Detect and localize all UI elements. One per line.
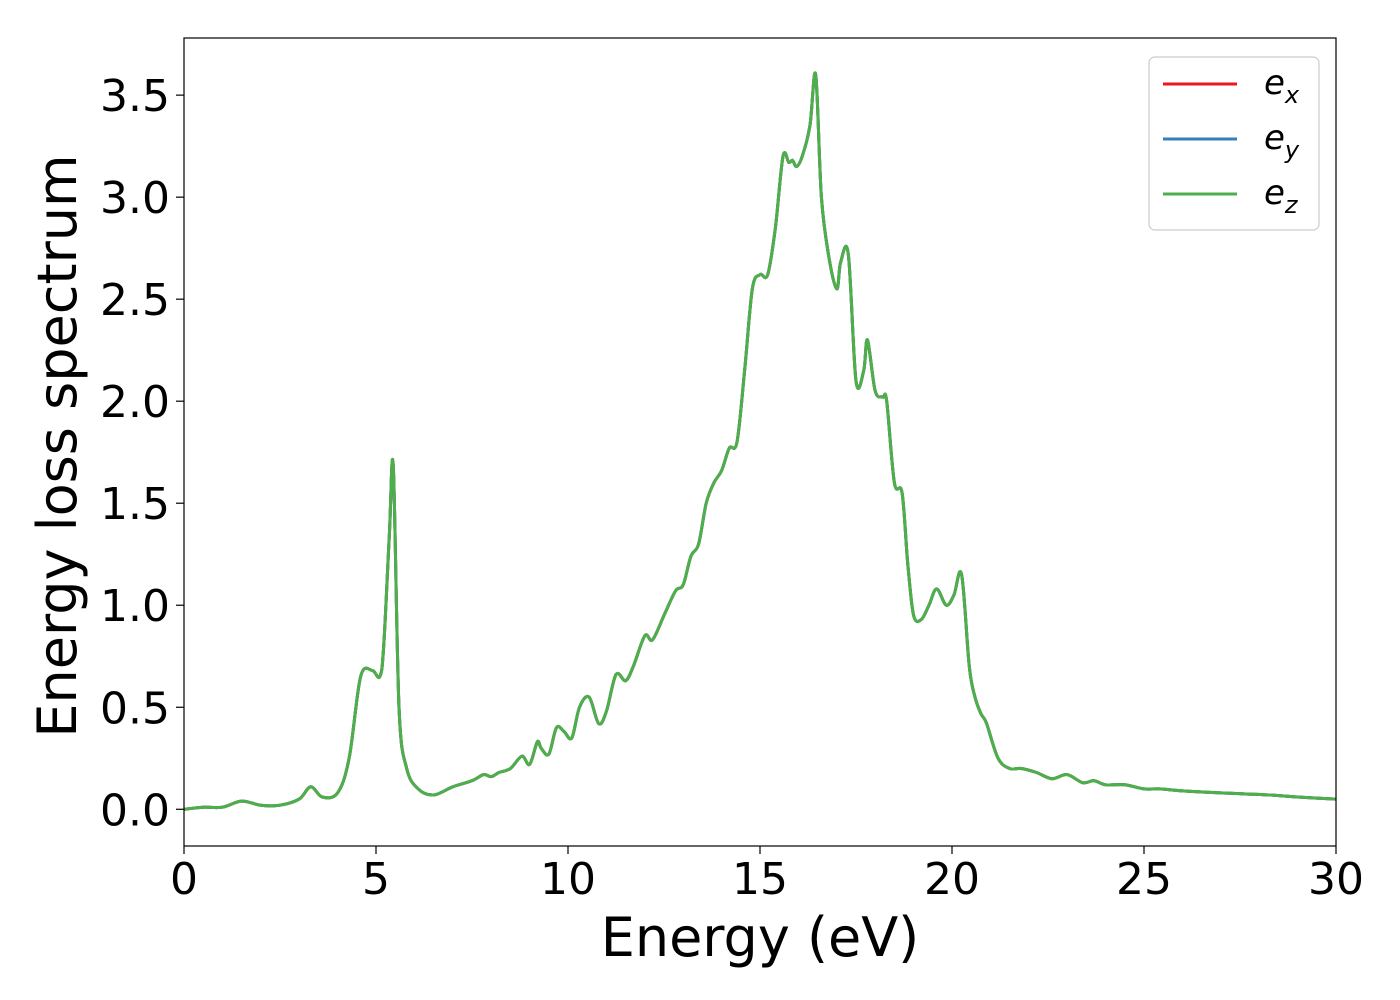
y-tick-label: 0.5	[100, 683, 170, 734]
y-tick-label: 2.5	[100, 275, 170, 326]
x-axis-ticks: 0 5 10 15 20 25 30	[170, 846, 1364, 905]
legend-label-base: e	[1264, 63, 1285, 103]
y-tick-label: 1.5	[100, 479, 170, 530]
x-tick-label: 15	[732, 854, 788, 905]
y-tick-label: 1.0	[100, 581, 170, 632]
x-axis-label: Energy (eV)	[601, 906, 920, 969]
legend-label: ez	[1264, 173, 1299, 219]
x-tick-label: 25	[1116, 854, 1172, 905]
series-line-ez	[183, 71, 1337, 811]
y-tick-label: 3.0	[100, 173, 170, 224]
x-tick-label: 5	[362, 854, 390, 905]
x-tick-label: 10	[540, 854, 596, 905]
y-axis-ticks: 0.0 0.5 1.0 1.5 2.0 2.5 3.0 3.5	[100, 71, 184, 836]
legend-label: ey	[1264, 118, 1300, 164]
x-tick-label: 0	[170, 854, 198, 905]
legend-label: ex	[1264, 63, 1300, 109]
y-tick-label: 0.0	[100, 785, 170, 836]
series-layer	[183, 71, 1337, 811]
y-tick-label: 2.0	[100, 377, 170, 428]
legend-label-subscript: x	[1284, 81, 1300, 109]
legend-box	[1148, 56, 1320, 231]
x-tick-label: 20	[924, 854, 980, 905]
x-tick-label: 30	[1308, 854, 1364, 905]
legend-label-subscript: z	[1284, 191, 1299, 219]
legend-label-base: e	[1264, 173, 1285, 213]
y-tick-label: 3.5	[100, 71, 170, 122]
y-axis-label: Energy loss spectrum	[26, 154, 89, 737]
legend-label-base: e	[1264, 118, 1285, 158]
legend-label-subscript: y	[1284, 136, 1300, 164]
